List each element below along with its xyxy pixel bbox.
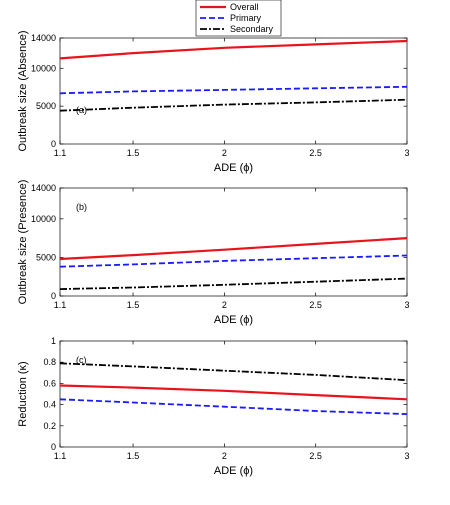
- x-tick-label: 1.5: [127, 148, 140, 158]
- y-tick-label: 0.2: [43, 421, 56, 431]
- y-axis-label: Outbreak size (Absence): [17, 30, 29, 151]
- series-line-secondary: [59, 362, 408, 382]
- y-tick-label: 0.4: [43, 400, 56, 410]
- x-tick-label: 3: [404, 148, 409, 158]
- series-line-primary: [59, 85, 408, 95]
- series-line-secondary: [59, 98, 408, 112]
- x-tick-label: 3: [404, 451, 409, 461]
- y-tick-label: 10000: [31, 63, 56, 73]
- y-tick-label: 0.6: [43, 378, 56, 388]
- y-tick-label: 0: [51, 139, 56, 149]
- y-tick-label: 1: [51, 336, 56, 346]
- panel-label: (c): [76, 355, 87, 365]
- panels: 1.1 1.5 2 2.5 3 0 5000 10000 14000 (a) ADE (ϕ) Outb…: [17, 30, 410, 477]
- y-tick-label: 0.8: [43, 357, 56, 367]
- x-tick-label: 3: [404, 300, 409, 310]
- y-tick-label: 0: [51, 442, 56, 452]
- x-tick-label: 1.1: [54, 300, 67, 310]
- x-tick-label: 1.1: [54, 148, 67, 158]
- x-tick-label: 1.5: [127, 300, 140, 310]
- x-axis-label: ADE (ϕ): [214, 314, 253, 326]
- series-line-secondary: [59, 277, 408, 290]
- x-axis-label: ADE (ϕ): [214, 465, 253, 477]
- series-line-primary: [59, 398, 408, 415]
- legend-label-overall: Overall: [230, 2, 259, 12]
- series-line-overall: [59, 39, 408, 60]
- y-tick-label: 0: [51, 291, 56, 301]
- series-line-primary: [59, 254, 408, 268]
- y-axis-label: Reduction (κ): [17, 361, 29, 426]
- panel-label: (a): [76, 105, 87, 115]
- x-tick-label: 2.5: [309, 451, 322, 461]
- y-tick-label: 10000: [31, 214, 56, 224]
- plot-area: [59, 340, 408, 448]
- chart-panel-1: 1.1 1.5 2 2.5 3 0 5000 10000 14000 (a) ADE (ϕ) Outb…: [17, 30, 410, 174]
- panel-label: (b): [76, 202, 87, 212]
- chart-panel-2: 1.1 1.5 2 2.5 3 0 5000 10000 14000 (b) ADE (ϕ) Outb…: [17, 180, 410, 326]
- x-tick-label: 1.5: [127, 451, 140, 461]
- y-tick-label: 5000: [36, 252, 56, 262]
- y-tick-label: 14000: [31, 33, 56, 43]
- legend-label-primary: Primary: [230, 13, 261, 23]
- x-tick-label: 1.1: [54, 451, 67, 461]
- x-tick-label: 2.5: [309, 148, 322, 158]
- y-axis-label: Outbreak size (Presence): [17, 180, 29, 305]
- x-tick-label: 2: [222, 451, 227, 461]
- legend-label-secondary: Secondary: [230, 24, 274, 34]
- x-tick-label: 2.5: [309, 300, 322, 310]
- x-axis-label: ADE (ϕ): [214, 162, 253, 174]
- chart-panel-3: 1.1 1.5 2 2.5 3 0 0.2 0.4 0.6 0.8 1 (c) ADE (ϕ) Reduc…: [17, 336, 410, 477]
- y-tick-label: 14000: [31, 183, 56, 193]
- x-tick-label: 2: [222, 148, 227, 158]
- x-tick-label: 2: [222, 300, 227, 310]
- y-tick-label: 5000: [36, 101, 56, 111]
- series-line-overall: [59, 237, 408, 261]
- series-line-overall: [59, 384, 408, 401]
